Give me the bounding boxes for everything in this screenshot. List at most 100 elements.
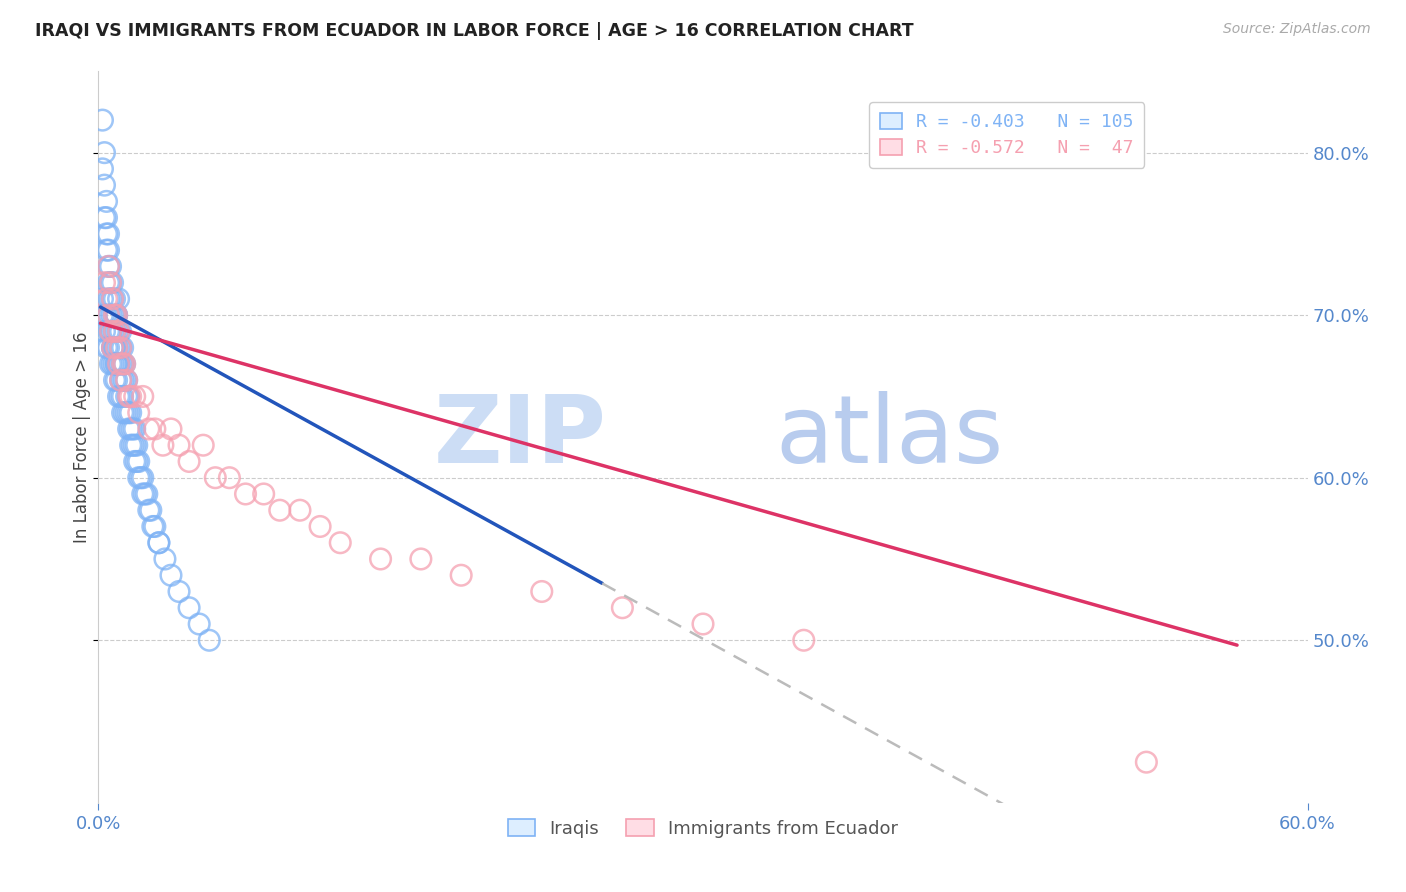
Point xyxy=(143,519,166,533)
Point xyxy=(93,178,115,193)
Point xyxy=(114,373,136,387)
Point xyxy=(124,454,146,468)
Point xyxy=(105,308,128,322)
Point xyxy=(101,276,124,290)
Point xyxy=(93,145,115,160)
Point xyxy=(132,389,155,403)
Point xyxy=(97,325,120,339)
Point xyxy=(101,341,124,355)
Point xyxy=(1135,755,1157,769)
Point xyxy=(103,308,125,322)
Point xyxy=(110,325,132,339)
Point xyxy=(96,308,118,322)
Point xyxy=(114,357,136,371)
Point xyxy=(91,292,114,306)
Point xyxy=(193,438,215,452)
Point xyxy=(152,438,174,452)
Point xyxy=(115,373,138,387)
Point xyxy=(100,276,122,290)
Point xyxy=(96,227,118,241)
Point xyxy=(138,422,160,436)
Point xyxy=(103,373,125,387)
Point xyxy=(100,276,122,290)
Point xyxy=(100,357,122,371)
Point xyxy=(329,535,352,549)
Point xyxy=(96,341,118,355)
Point xyxy=(110,373,132,387)
Point xyxy=(101,325,124,339)
Point xyxy=(111,406,134,420)
Point xyxy=(124,389,146,403)
Point xyxy=(103,325,125,339)
Point xyxy=(110,389,132,403)
Text: atlas: atlas xyxy=(776,391,1004,483)
Point xyxy=(100,325,122,339)
Point xyxy=(120,389,142,403)
Point xyxy=(103,325,125,339)
Point xyxy=(101,341,124,355)
Point xyxy=(100,325,122,339)
Point xyxy=(110,341,132,355)
Point xyxy=(115,389,138,403)
Point xyxy=(120,422,142,436)
Point xyxy=(124,422,146,436)
Point xyxy=(409,552,432,566)
Point xyxy=(105,325,128,339)
Point xyxy=(218,471,240,485)
Point xyxy=(139,503,162,517)
Text: ZIP: ZIP xyxy=(433,391,606,483)
Point xyxy=(97,243,120,257)
Point xyxy=(118,422,141,436)
Point xyxy=(128,406,150,420)
Point xyxy=(167,438,190,452)
Point xyxy=(97,276,120,290)
Point xyxy=(198,633,221,648)
Point xyxy=(135,487,157,501)
Point xyxy=(107,389,129,403)
Point xyxy=(125,438,148,452)
Point xyxy=(128,454,150,468)
Point xyxy=(138,503,160,517)
Point xyxy=(97,227,120,241)
Point xyxy=(93,276,115,290)
Point xyxy=(100,325,122,339)
Point xyxy=(120,406,142,420)
Point xyxy=(105,308,128,322)
Point xyxy=(160,422,183,436)
Point xyxy=(105,357,128,371)
Point xyxy=(97,341,120,355)
Point xyxy=(148,535,170,549)
Point xyxy=(93,308,115,322)
Point xyxy=(101,292,124,306)
Point xyxy=(96,194,118,209)
Point xyxy=(612,600,634,615)
Point xyxy=(124,438,146,452)
Point xyxy=(148,535,170,549)
Point xyxy=(692,617,714,632)
Point xyxy=(107,357,129,371)
Point xyxy=(105,373,128,387)
Point xyxy=(96,292,118,306)
Point xyxy=(111,389,134,403)
Point xyxy=(132,487,155,501)
Point xyxy=(107,357,129,371)
Point xyxy=(100,260,122,274)
Text: Source: ZipAtlas.com: Source: ZipAtlas.com xyxy=(1223,22,1371,37)
Point xyxy=(103,292,125,306)
Point xyxy=(103,308,125,322)
Point xyxy=(125,454,148,468)
Point xyxy=(167,584,190,599)
Point xyxy=(97,308,120,322)
Point xyxy=(309,519,332,533)
Point xyxy=(115,373,138,387)
Point xyxy=(107,341,129,355)
Point xyxy=(118,389,141,403)
Point xyxy=(142,519,165,533)
Point xyxy=(121,422,143,436)
Point xyxy=(120,438,142,452)
Point xyxy=(129,471,152,485)
Point xyxy=(103,341,125,355)
Point xyxy=(110,373,132,387)
Point xyxy=(111,357,134,371)
Point xyxy=(114,357,136,371)
